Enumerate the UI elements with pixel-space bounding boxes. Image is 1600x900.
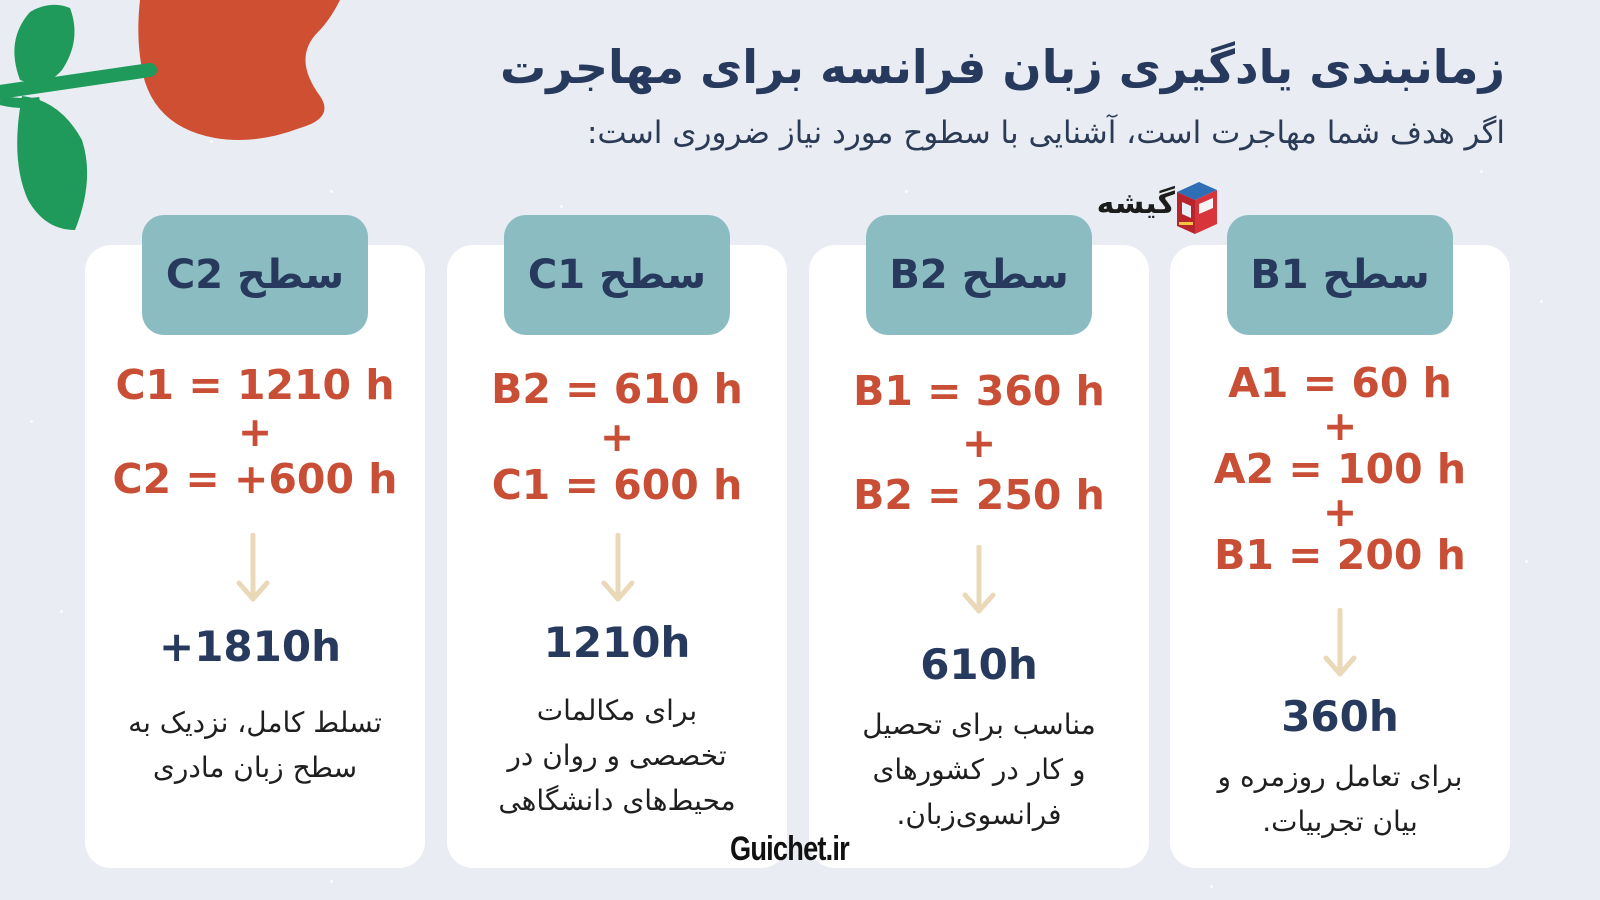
plus-sign: + — [599, 413, 635, 461]
flower-leaves-decoration — [0, 0, 340, 230]
kiosk-icon — [1177, 182, 1217, 234]
website-label: Guichet.ir — [730, 830, 850, 868]
description-line: محیط‌های دانشگاهی — [498, 784, 736, 817]
description-line: تسلط کامل، نزدیک به — [128, 706, 382, 739]
background-speck — [905, 190, 908, 193]
hours-line: C2 = +600 h — [112, 455, 398, 503]
background-speck — [330, 190, 333, 193]
background-speck — [1480, 170, 1483, 173]
brand-name: گیشه — [1096, 186, 1175, 221]
background-speck — [1525, 560, 1528, 563]
hours-line: B2 = 250 h — [853, 471, 1105, 519]
level-label: سطح C2 — [142, 215, 368, 335]
background-speck — [30, 420, 33, 423]
plus-sign: + — [1322, 488, 1358, 536]
description-line: برای تعامل روزمره و — [1217, 760, 1463, 793]
hours-line: B1 = 200 h — [1214, 531, 1466, 579]
hours-line: A2 = 100 h — [1213, 445, 1467, 493]
description-line: برای مکالمات — [536, 694, 698, 727]
background-speck — [330, 880, 333, 883]
hours-breakdown: B1 = 360 h + B2 = 250 h — [809, 365, 1149, 521]
plus-sign: + — [1322, 402, 1358, 450]
background-speck — [210, 140, 213, 143]
hours-line: B2 = 610 h — [491, 365, 743, 413]
description-line: و کار در کشورهای — [872, 753, 1086, 786]
hours-breakdown: B2 = 610 h + C1 = 600 h — [447, 365, 787, 509]
description-line: فرانسوی‌زبان. — [896, 798, 1062, 831]
page-title: زمانبندی یادگیری زبان فرانسه برای مهاجرت — [499, 40, 1505, 94]
level-description: برای تعامل روزمره و بیان تجربیات. — [1170, 754, 1510, 844]
brand-logo: گیشه — [1095, 178, 1225, 238]
hours-line: B1 = 360 h — [853, 367, 1105, 415]
level-label: سطح C1 — [504, 215, 730, 335]
background-speck — [1210, 885, 1213, 888]
total-hours: +1810h — [159, 622, 341, 671]
level-card-b1 — [1170, 245, 1510, 868]
hours-breakdown: C1 = 1210 h + C2 = +600 h — [85, 362, 425, 503]
description-line: مناسب برای تحصیل — [862, 708, 1096, 741]
arrow-down-icon — [1323, 608, 1357, 677]
background-speck — [60, 610, 63, 613]
total-hours: 1210h — [543, 618, 691, 667]
level-label: سطح B1 — [1227, 215, 1453, 335]
arrow-down-icon — [601, 533, 635, 602]
level-description: تسلط کامل، نزدیک به سطح زبان مادری — [85, 700, 425, 790]
level-description: مناسب برای تحصیل و کار در کشورهای فرانسو… — [809, 702, 1149, 837]
level-description: برای مکالمات تخصصی و روان در محیط‌های دا… — [447, 688, 787, 823]
plus-sign: + — [961, 419, 997, 467]
total-hours: 360h — [1281, 692, 1399, 741]
page-subtitle: اگر هدف شما مهاجرت است، آشنایی با سطوح م… — [586, 115, 1505, 151]
hours-line: C1 = 600 h — [491, 461, 743, 509]
background-speck — [560, 205, 563, 208]
plus-sign: + — [237, 408, 273, 456]
description-line: سطح زبان مادری — [152, 751, 358, 784]
hours-line: C1 = 1210 h — [115, 361, 395, 409]
total-hours: 610h — [920, 640, 1038, 689]
description-line: تخصصی و روان در — [507, 739, 727, 772]
background-speck — [1540, 300, 1543, 303]
arrow-down-icon — [236, 533, 270, 602]
level-label: سطح B2 — [866, 215, 1092, 335]
arrow-down-icon — [962, 545, 996, 614]
hours-line: A1 = 60 h — [1228, 359, 1452, 407]
description-line: بیان تجربیات. — [1262, 805, 1418, 838]
hours-breakdown: A1 = 60 h + A2 = 100 h + B1 = 200 h — [1170, 362, 1510, 577]
